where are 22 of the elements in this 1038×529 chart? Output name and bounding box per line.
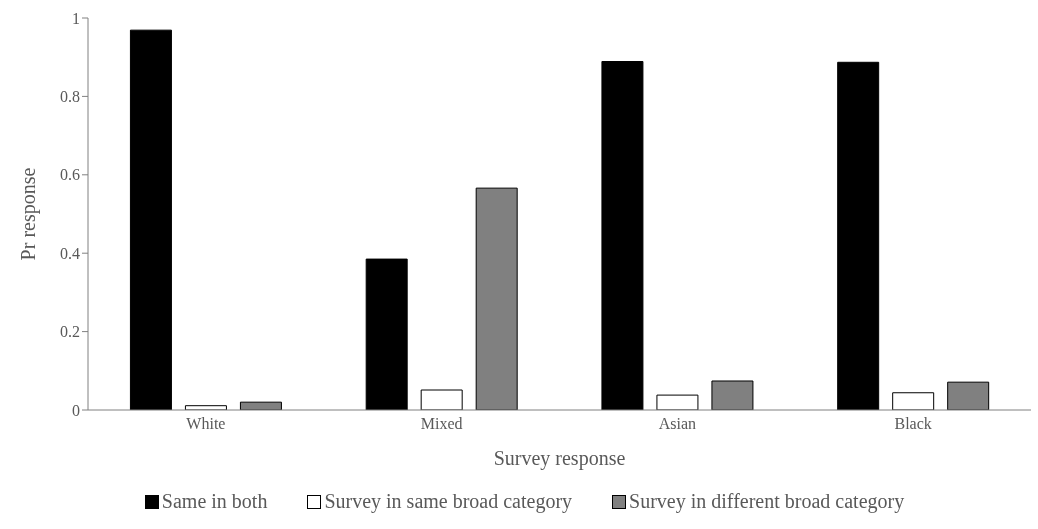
y-tick-label: 1 <box>72 9 80 27</box>
y-axis-title: Pr response <box>17 167 41 261</box>
bar <box>129 29 172 410</box>
x-tick-label: Asian <box>658 415 697 433</box>
bar <box>365 258 408 410</box>
bar <box>601 61 644 410</box>
y-tick-label: 0.2 <box>60 323 80 341</box>
legend-label: Same in both <box>160 490 268 513</box>
y-tick-label: 0.6 <box>60 166 80 184</box>
x-tick-label: Mixed <box>420 415 463 433</box>
bar <box>892 392 935 410</box>
x-tick-label: Black <box>894 415 932 433</box>
legend-label: Survey in different broad category <box>628 490 905 513</box>
y-tick-label: 0.8 <box>60 88 80 106</box>
x-axis-title: Survey response <box>493 447 626 470</box>
bar <box>837 61 880 410</box>
y-tick-label: 0 <box>72 401 80 419</box>
y-tick-label: 0.4 <box>60 244 80 262</box>
x-tick-label: White <box>186 415 226 433</box>
legend-label: Survey in same broad category <box>323 490 573 513</box>
bar <box>656 394 699 410</box>
bar <box>420 389 463 410</box>
